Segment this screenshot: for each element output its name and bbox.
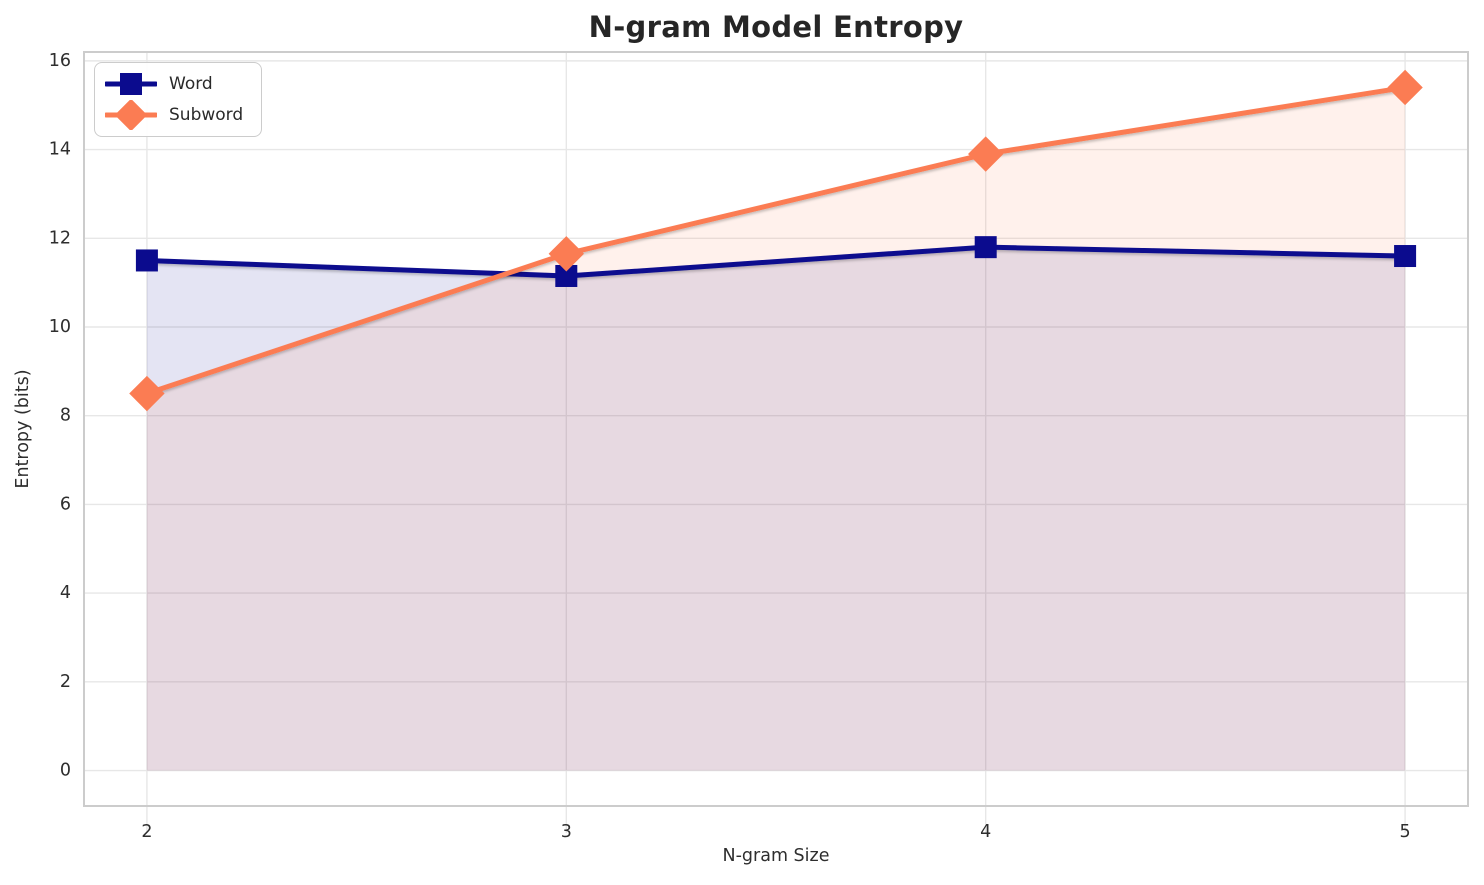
svg-text:2: 2 — [60, 672, 71, 692]
legend-item-word: Word — [105, 70, 243, 98]
x-axis-label: N-gram Size — [722, 846, 830, 866]
marker-subword-point — [548, 236, 584, 272]
chart-title: N-gram Model Entropy — [588, 10, 964, 44]
svg-text:0: 0 — [60, 761, 71, 781]
marker-word-point — [974, 236, 997, 259]
svg-text:12: 12 — [49, 228, 71, 248]
marker-word-point — [1394, 245, 1417, 268]
svg-text:6: 6 — [60, 494, 71, 514]
marker-subword-point — [129, 375, 165, 412]
line-subword — [144, 84, 1408, 397]
plot-border — [83, 51, 1469, 807]
svg-text:2: 2 — [141, 822, 152, 842]
subword-series-marker-icon — [105, 100, 157, 130]
svg-text:10: 10 — [49, 317, 71, 337]
svg-text:4: 4 — [60, 583, 71, 603]
marker-word-point — [555, 264, 578, 287]
word-series-marker-icon — [105, 69, 157, 99]
area-fill-subword — [146, 87, 1406, 771]
x-tick-labels: 2 3 4 5 — [141, 822, 1410, 842]
svg-text:5: 5 — [1400, 822, 1411, 842]
y-tick-labels: 0 2 4 6 8 10 12 14 16 — [49, 51, 71, 781]
legend: Word Subword — [94, 62, 263, 137]
svg-text:8: 8 — [60, 406, 71, 426]
line-word — [144, 244, 1408, 279]
y-axis-label: Entropy (bits) — [13, 369, 33, 489]
legend-item-subword: Subword — [105, 100, 244, 130]
svg-text:14: 14 — [49, 140, 71, 160]
marker-subword-point — [968, 136, 1004, 172]
marker-word-point — [135, 249, 158, 272]
svg-text:4: 4 — [980, 822, 991, 842]
legend-label-word: Word — [169, 74, 213, 94]
svg-text:16: 16 — [49, 51, 71, 71]
legend-label-subword: Subword — [169, 105, 244, 125]
svg-text:3: 3 — [561, 822, 572, 842]
gridlines — [84, 52, 1468, 833]
area-fill-word — [146, 247, 1406, 771]
